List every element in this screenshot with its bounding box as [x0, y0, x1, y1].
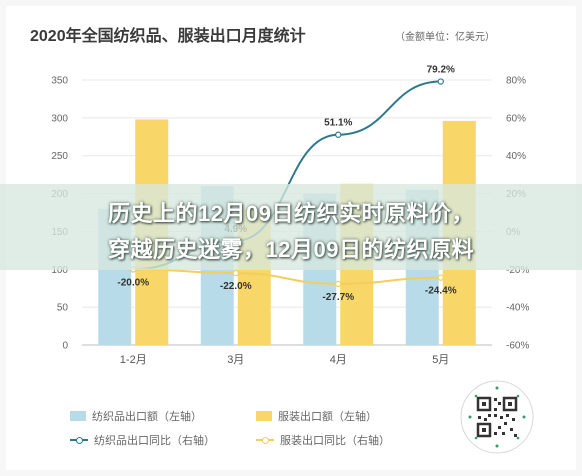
y-left-tick-label: 350 [51, 76, 68, 87]
data-label: -27.7% [322, 292, 354, 303]
data-label: 79.2% [427, 65, 455, 76]
data-label: -24.4% [425, 286, 457, 297]
unit-note: （金额单位：亿美元） [395, 32, 495, 43]
x-tick-label: 1-2月 [120, 354, 147, 366]
legend-label: 服装出口额（左轴） [278, 411, 377, 423]
legend-label: 服装出口同比（右轴） [280, 435, 390, 447]
y-left-tick-label: 300 [51, 113, 68, 124]
legend-swatch [256, 411, 272, 421]
x-tick-label: 3月 [227, 354, 244, 366]
line-point [335, 280, 342, 288]
data-label: -22.0% [220, 281, 252, 292]
y-right-tick-label: -20% [506, 265, 529, 276]
line-point [335, 131, 342, 138]
y-right-tick-label: -40% [506, 303, 529, 314]
y-right-tick-label: 80% [506, 76, 526, 87]
legend-item-apparel-export: 服装出口额（左轴） [256, 408, 377, 424]
x-tick-label: 5月 [432, 354, 449, 366]
chart-legend: 纺织品出口额（左轴） 服装出口额（左轴） 纺织品出口同比（右轴） 服装出口同比（… [70, 402, 430, 452]
line-point [437, 78, 444, 85]
legend-swatch [70, 435, 88, 445]
y-left-tick-label: 50 [57, 303, 69, 314]
y-left-tick-label: 250 [51, 151, 68, 162]
line-point [232, 269, 239, 277]
y-right-tick-label: -60% [506, 341, 529, 352]
y-left-tick-label: 100 [51, 265, 68, 276]
line-point [437, 274, 444, 281]
x-tick-label: 4月 [330, 354, 347, 366]
series-line [133, 268, 441, 285]
legend-item-textile-export: 纺织品出口额（左轴） [70, 408, 202, 424]
legend-item-textile-yoy: 纺织品出口同比（右轴） [70, 432, 215, 448]
legend-label: 纺织品出口同比（右轴） [94, 435, 215, 447]
chart-title: 2020年全国纺织品、服装出口月度统计 [30, 28, 306, 45]
y-left-tick-label: 0 [62, 341, 68, 352]
legend-item-apparel-yoy: 服装出口同比（右轴） [256, 432, 390, 448]
y-right-tick-label: 60% [506, 113, 526, 124]
qr-code-icon [460, 380, 534, 454]
data-label: -20.0% [117, 277, 149, 288]
legend-label: 纺织品出口额（左轴） [92, 411, 202, 423]
banner-line-1: 历史上的12月09日纺织实时原料价， [108, 201, 474, 226]
legend-swatch [70, 411, 86, 421]
data-label: 51.1% [324, 118, 352, 129]
legend-swatch [256, 435, 274, 445]
overlay-banner [0, 184, 582, 270]
banner-line-2: 穿越历史迷雾，12月09日的纺织原料 [108, 237, 474, 262]
y-right-tick-label: 40% [506, 151, 526, 162]
